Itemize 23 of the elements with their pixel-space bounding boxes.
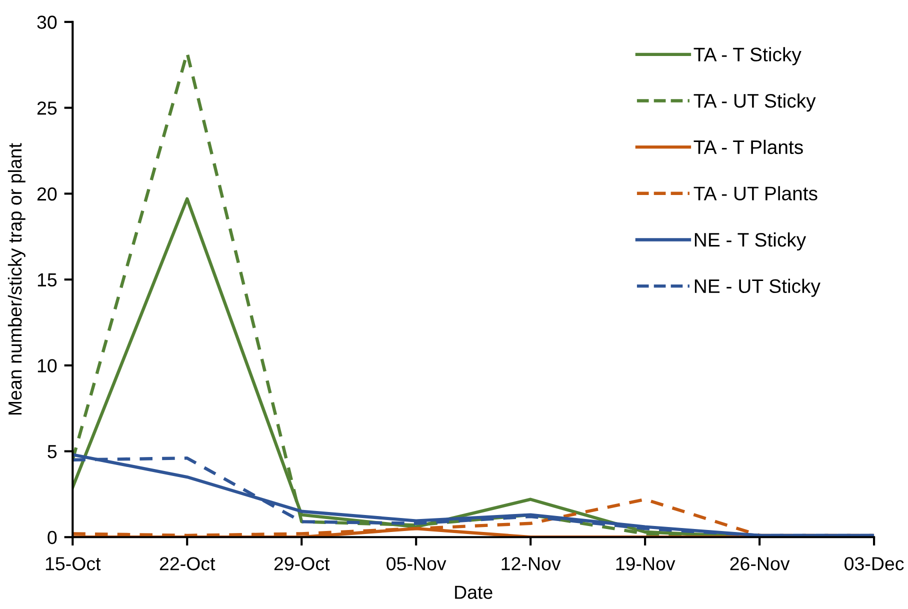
- x-tick-label: 12-Nov: [502, 557, 561, 570]
- x-axis-title: Date: [455, 586, 492, 599]
- x-tick-label: 29-Oct: [274, 557, 330, 570]
- legend-label: NE - T Sticky: [694, 232, 806, 251]
- x-tick-label: 26-Nov: [730, 557, 790, 570]
- y-axis-title: Mean number/sticky trap or plant: [8, 143, 26, 414]
- x-tick-label: 05-Nov: [386, 557, 446, 570]
- x-tick-label: 15-Oct: [46, 557, 101, 570]
- y-tick-label: 10: [38, 359, 57, 372]
- legend-label: TA - T Sticky: [694, 47, 802, 66]
- legend-label: TA - UT Sticky: [694, 93, 816, 112]
- legend-label: TA - UT Plants: [694, 186, 818, 200]
- y-tick-label: 0: [48, 530, 57, 544]
- y-tick-label: 30: [37, 16, 57, 29]
- y-tick-label: 20: [37, 187, 57, 201]
- x-tick-label: 19-Nov: [616, 557, 676, 570]
- y-tick-label: 25: [37, 101, 57, 115]
- x-tick-label: 22-Oct: [160, 557, 216, 570]
- legend-label: NE - UT Sticky: [694, 278, 820, 297]
- x-tick-label: 03-Dec: [844, 557, 904, 570]
- y-tick-label: 15: [38, 273, 57, 287]
- y-tick-label: 5: [48, 445, 57, 458]
- legend-label: TA - T Plants: [694, 140, 803, 154]
